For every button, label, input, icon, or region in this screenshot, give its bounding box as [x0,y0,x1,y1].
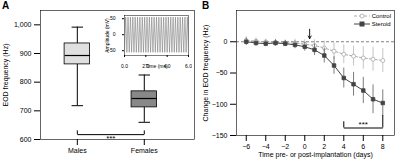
svg-text:2: 2 [322,143,326,150]
svg-text:−100: −100 [212,100,228,107]
svg-text:−2: −2 [281,143,289,150]
html-text:B: B [202,0,210,11]
svg-text:Amplitude (mV): Amplitude (mV) [104,18,110,53]
svg-text:6: 6 [361,143,365,150]
svg-text:Time pre- or post-implantation: Time pre- or post-implantation (days) [258,151,373,159]
svg-text:−50: −50 [107,47,116,54]
svg-text:0: 0 [303,143,307,150]
svg-text:EOD frequency (Hz): EOD frequency (Hz) [2,43,10,106]
svg-text:0: 0 [224,38,228,45]
svg-text:***: *** [359,120,368,129]
svg-text:−6: −6 [242,143,250,150]
svg-text:900: 900 [20,50,32,57]
svg-text:800: 800 [20,78,32,85]
html-text:Control: Control [371,13,391,19]
svg-text:700: 700 [20,107,32,114]
svg-text:−150: −150 [212,132,228,139]
svg-text:−4: −4 [262,143,270,150]
svg-text:6.0: 6.0 [185,63,192,69]
svg-text:Females: Females [131,147,158,154]
svg-text:Males: Males [68,147,87,154]
svg-text:***: *** [106,134,115,143]
html-text:Steroid: Steroid [371,21,391,27]
html-text:A: A [2,0,10,11]
svg-text:0.0: 0.0 [121,63,128,69]
svg-text:600: 600 [20,136,32,143]
svg-text:Change in EOD frequency (Hz): Change in EOD frequency (Hz) [202,25,210,122]
svg-text:0: 0 [113,31,116,37]
svg-text:4: 4 [342,143,346,150]
svg-text:Time (ms): Time (ms) [145,63,168,69]
svg-text:−50: −50 [216,69,228,76]
svg-text:50: 50 [110,15,116,21]
svg-text:8: 8 [381,143,385,150]
svg-text:1,000: 1,000 [14,21,32,28]
